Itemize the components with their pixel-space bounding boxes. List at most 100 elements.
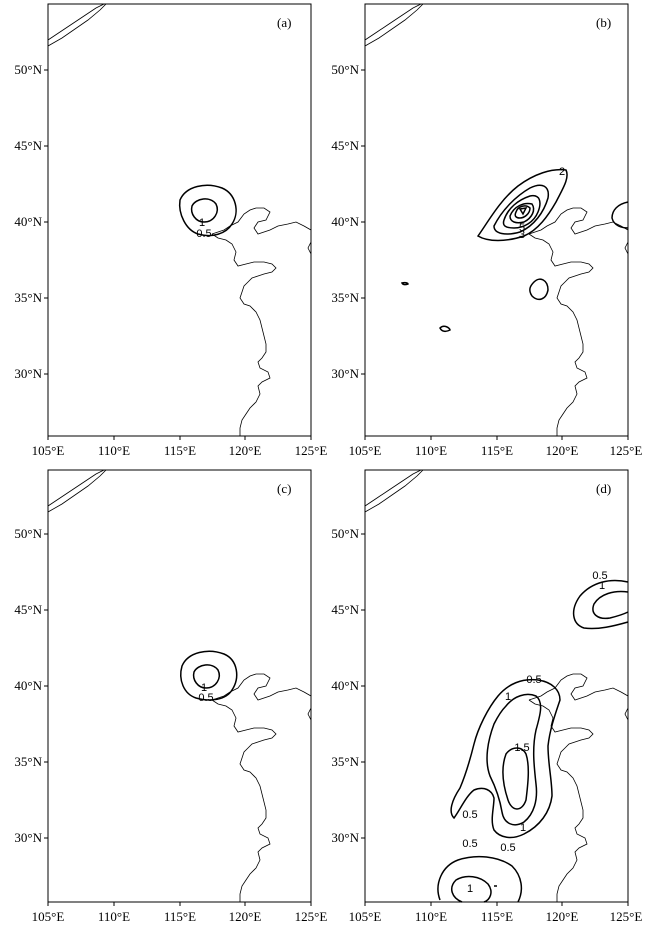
latitude-axis: 50°N 45°N 40°N 35°N 30°N: [14, 526, 48, 845]
lon-tick-label: 110°E: [415, 909, 447, 924]
contour-0.5: [180, 650, 238, 701]
contour-2: [476, 168, 568, 242]
contour-1-south: [451, 875, 492, 903]
contour-label: 0.5: [500, 842, 515, 854]
lat-tick-label: 45°N: [14, 602, 42, 617]
longitude-axis: 105°E 110°E 115°E 120°E 125°E: [32, 436, 328, 458]
lon-tick-label: 120°E: [229, 443, 262, 458]
contour-label: 3: [519, 229, 525, 241]
lat-tick-label: 45°N: [331, 602, 359, 617]
coastline: [47, 3, 312, 436]
longitude-axis: 105°E 110°E 115°E 120°E 125°E: [349, 902, 643, 924]
lon-tick-label: 105°E: [32, 909, 65, 924]
coastline: [364, 469, 629, 902]
contour-0.5: [178, 184, 237, 237]
panel-d: (d) 50°N 45°N 40°N 35°N 30°N 105°E 110°E…: [331, 469, 643, 924]
longitude-axis: 105°E 110°E 115°E 120°E 125°E: [32, 902, 328, 924]
contour-5: [509, 202, 535, 224]
contour-label: 1: [201, 682, 207, 694]
contour-1-main: [486, 693, 542, 826]
lon-tick-label: 115°E: [164, 909, 196, 924]
lat-tick-label: 40°N: [331, 214, 359, 229]
panel-b: (b) 50°N 45°N 40°N 35°N 30°N 105°E 110°E…: [331, 3, 643, 458]
latitude-axis: 50°N 45°N 40°N 35°N 30°N: [331, 62, 365, 381]
panel-label: (a): [277, 15, 291, 30]
panel-a: (a) 50°N 45°N 40°N 35°N 30°N 105°E 110°E…: [14, 3, 328, 458]
lon-tick-label: 110°E: [98, 909, 130, 924]
contour-0.5-south: [437, 855, 523, 903]
contour-4: [502, 194, 541, 229]
lon-tick-label: 105°E: [32, 443, 65, 458]
contour-1: [192, 664, 220, 689]
map-frame: [364, 469, 629, 903]
lat-tick-label: 50°N: [14, 526, 42, 541]
contour-6: [514, 205, 531, 219]
contour-lines: [178, 184, 237, 237]
contour-label: 1.5: [514, 742, 529, 754]
lon-tick-label: 110°E: [415, 443, 447, 458]
lat-tick-label: 50°N: [14, 62, 42, 77]
contour-1.5-main: [502, 747, 530, 810]
contour-label: 0.5: [198, 692, 213, 704]
lon-tick-label: 125°E: [295, 443, 328, 458]
lon-tick-label: 110°E: [98, 443, 130, 458]
coastline: [364, 3, 629, 436]
contour-2-spot: [400, 281, 409, 286]
contour-label: 0.5: [462, 809, 477, 821]
lon-tick-label: 105°E: [349, 909, 382, 924]
contour-label: 0.5: [526, 674, 541, 686]
map-frame: [47, 3, 312, 437]
contour-0.5-main: [450, 678, 561, 839]
lat-tick-label: 40°N: [14, 678, 42, 693]
lat-tick-label: 30°N: [331, 366, 359, 381]
latitude-axis: 50°N 45°N 40°N 35°N 30°N: [331, 526, 365, 845]
contour-2-spot: [529, 278, 549, 301]
lon-tick-label: 125°E: [610, 443, 643, 458]
contour-lines: [180, 650, 238, 701]
contour-label: 2: [559, 166, 565, 178]
contour-7: [518, 207, 528, 216]
lat-tick-label: 35°N: [14, 290, 42, 305]
lon-tick-label: 115°E: [481, 909, 513, 924]
lon-tick-label: 120°E: [229, 909, 262, 924]
lon-tick-label: 105°E: [349, 443, 382, 458]
lat-tick-label: 30°N: [14, 830, 42, 845]
lat-tick-label: 45°N: [14, 138, 42, 153]
map-frame: [47, 469, 312, 903]
lon-tick-label: 125°E: [295, 909, 328, 924]
contour-lines: [400, 168, 629, 333]
lon-tick-label: 115°E: [481, 443, 513, 458]
contour-label: 0.5: [196, 228, 211, 240]
lat-tick-label: 40°N: [331, 678, 359, 693]
lat-tick-label: 50°N: [331, 526, 359, 541]
lon-tick-label: 120°E: [546, 443, 579, 458]
contour-3: [493, 184, 550, 235]
contour-label: 1: [520, 822, 526, 834]
panel-c: (c) 50°N 45°N 40°N 35°N 30°N 105°E 110°E…: [14, 469, 328, 924]
lat-tick-label: 35°N: [14, 754, 42, 769]
lat-tick-label: 30°N: [331, 830, 359, 845]
longitude-axis: 105°E 110°E 115°E 120°E 125°E: [349, 436, 643, 458]
contour-1-northeast: [592, 590, 629, 620]
lat-tick-label: 35°N: [331, 290, 359, 305]
lon-tick-label: 125°E: [610, 909, 643, 924]
contour-label: 1: [467, 883, 473, 895]
contour-label: 1: [199, 217, 205, 229]
latitude-axis: 50°N 45°N 40°N 35°N 30°N: [14, 62, 48, 381]
contour-label: 1: [599, 580, 605, 592]
lon-tick-label: 115°E: [164, 443, 196, 458]
contour-2-spot: [439, 325, 451, 333]
lat-tick-label: 30°N: [14, 366, 42, 381]
contour-lines: [437, 579, 629, 903]
contour-label: 0.5: [462, 838, 477, 850]
lat-tick-label: 35°N: [331, 754, 359, 769]
lon-tick-label: 120°E: [546, 909, 579, 924]
panel-label: (b): [596, 15, 611, 30]
contour-0.5-northeast: [572, 579, 629, 630]
contour-1: [190, 198, 218, 223]
panel-label: (c): [277, 481, 291, 496]
lat-tick-label: 45°N: [331, 138, 359, 153]
contour-label: 0.5: [592, 570, 607, 582]
contour-label: 5: [519, 222, 525, 234]
